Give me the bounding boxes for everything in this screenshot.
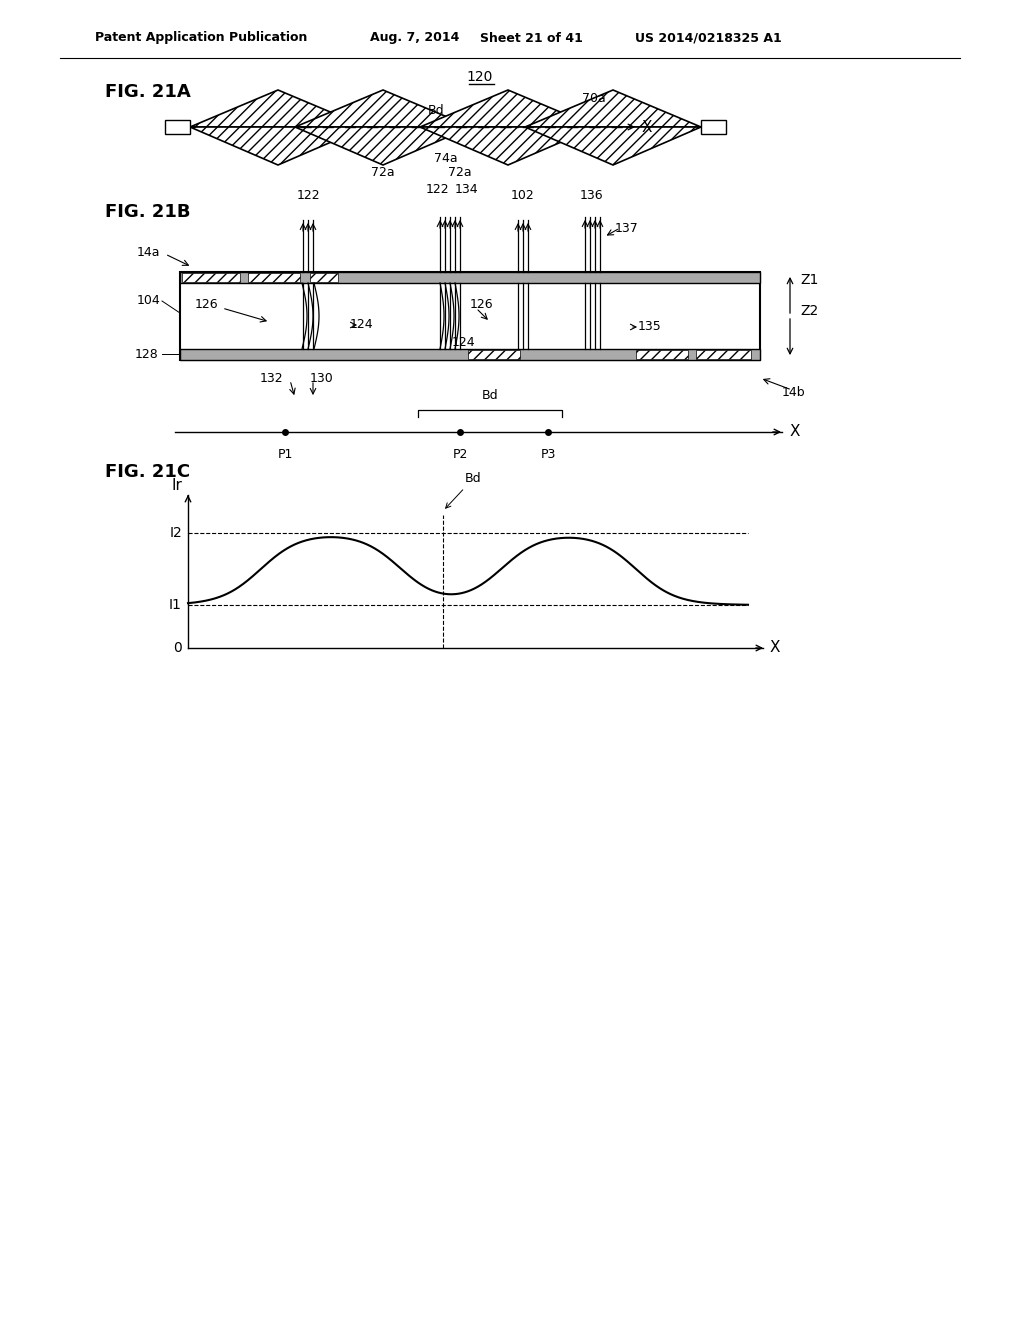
Polygon shape [525, 90, 701, 127]
Text: X: X [770, 640, 780, 656]
Text: 74a: 74a [434, 152, 458, 165]
Text: Aug. 7, 2014: Aug. 7, 2014 [370, 32, 460, 45]
Text: 135: 135 [638, 321, 662, 334]
Text: 72a: 72a [371, 165, 395, 178]
Text: P2: P2 [453, 447, 468, 461]
Text: FIG. 21B: FIG. 21B [105, 203, 190, 220]
Text: 132: 132 [259, 371, 283, 384]
Text: Sheet 21 of 41: Sheet 21 of 41 [480, 32, 583, 45]
Bar [180, 272, 760, 360]
Bar [248, 273, 300, 282]
Text: Patent Application Publication: Patent Application Publication [95, 32, 307, 45]
Polygon shape [420, 127, 596, 165]
Text: 0: 0 [173, 642, 182, 655]
Polygon shape [295, 127, 471, 165]
Text: 124: 124 [452, 335, 475, 348]
Text: 102: 102 [511, 189, 535, 202]
Text: P1: P1 [278, 447, 293, 461]
Text: 136: 136 [580, 189, 603, 202]
Polygon shape [190, 90, 366, 127]
Bar [310, 273, 338, 282]
Text: X: X [642, 120, 652, 135]
Text: X: X [790, 425, 801, 440]
Bar [165, 120, 190, 135]
Text: 128: 128 [134, 347, 158, 360]
Polygon shape [190, 127, 366, 165]
Text: 72a: 72a [449, 165, 472, 178]
Text: Ir: Ir [171, 479, 182, 494]
Text: 126: 126 [470, 298, 494, 312]
Polygon shape [525, 127, 701, 165]
Text: 134: 134 [455, 183, 478, 195]
Text: FIG. 21A: FIG. 21A [105, 83, 190, 102]
Text: 104: 104 [136, 294, 160, 308]
Polygon shape [420, 90, 596, 127]
Text: 14a: 14a [136, 246, 160, 259]
Text: Bd: Bd [445, 473, 481, 508]
Text: 137: 137 [615, 222, 639, 235]
Text: 122: 122 [296, 189, 319, 202]
Text: 14b: 14b [782, 385, 806, 399]
Text: I2: I2 [169, 525, 182, 540]
Text: 126: 126 [195, 298, 218, 312]
Text: Z2: Z2 [800, 304, 818, 318]
Bar [182, 273, 240, 282]
Text: I1: I1 [169, 598, 182, 612]
Bar [636, 350, 688, 359]
Bar [701, 120, 726, 135]
Text: 122: 122 [425, 183, 449, 195]
Text: FIG. 21C: FIG. 21C [105, 463, 190, 480]
Text: 124: 124 [350, 318, 374, 331]
Text: Bd: Bd [428, 103, 444, 116]
Polygon shape [295, 90, 471, 127]
Text: US 2014/0218325 A1: US 2014/0218325 A1 [635, 32, 781, 45]
Text: Bd: Bd [481, 389, 499, 403]
Bar [180, 348, 760, 360]
Bar [180, 272, 760, 282]
Bar [696, 350, 751, 359]
Bar [468, 350, 520, 359]
Text: Z1: Z1 [800, 273, 818, 286]
Text: 130: 130 [310, 371, 334, 384]
Text: 120: 120 [467, 70, 494, 84]
Text: 70a: 70a [582, 91, 606, 104]
Text: P3: P3 [541, 447, 556, 461]
